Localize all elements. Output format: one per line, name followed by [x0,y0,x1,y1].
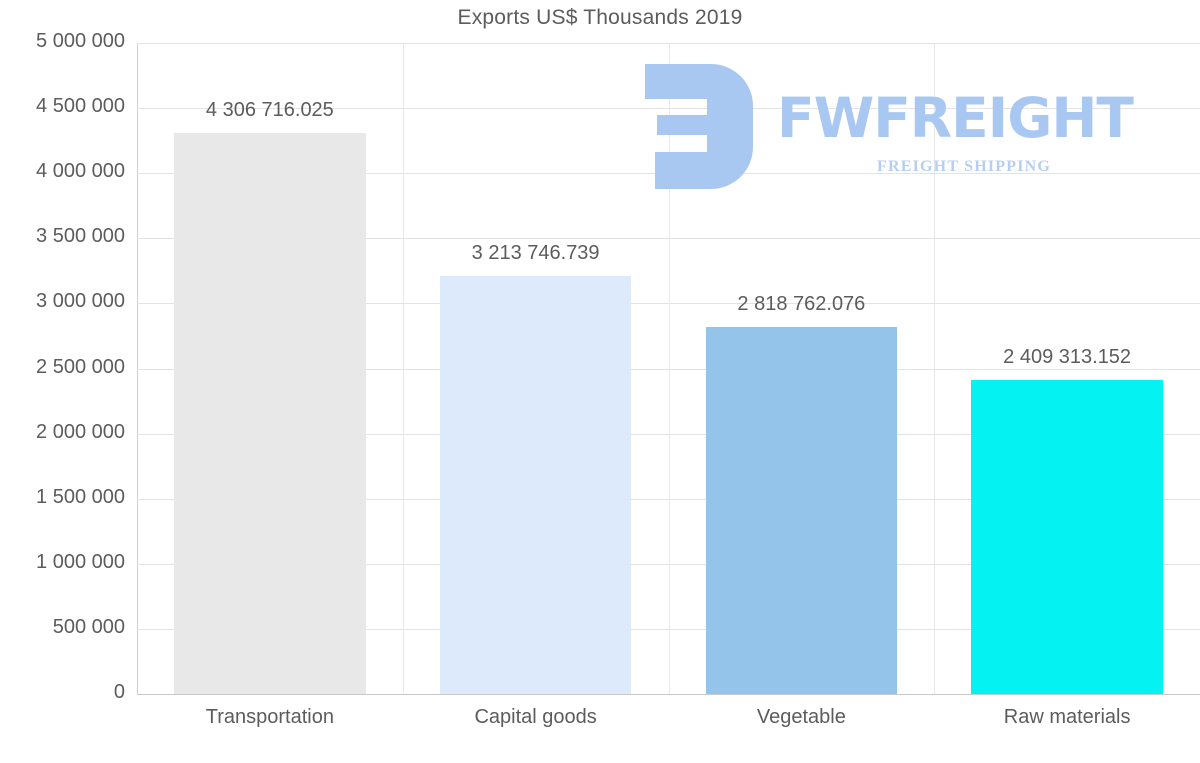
x-axis-tick-label: Capital goods [474,706,597,728]
vertical-gridline [402,43,404,694]
y-axis-tick-label: 2 500 000 [36,355,125,378]
vertical-gridline [934,43,936,694]
bar-raw-materials[interactable] [971,380,1163,694]
chart-title: Exports US$ Thousands 2019 [457,6,743,29]
y-axis-tick-label: 3 500 000 [36,225,125,248]
y-axis-tick-label: 1 500 000 [36,485,125,508]
bar-transportation[interactable] [174,133,366,694]
bar-value-label: 2 409 313.152 [1003,346,1132,369]
x-axis-tick-label: Raw materials [1003,706,1131,728]
y-axis-tick-label: 4 500 000 [36,95,125,118]
bar-vegetable[interactable] [705,327,898,694]
bar-capital-goods[interactable] [439,275,632,694]
bar-value-label: 2 818 762.076 [737,292,866,315]
plot-area [137,43,1200,694]
y-axis-tick-label: 2 000 000 [36,420,125,443]
x-axis-tick-label: Vegetable [756,706,846,728]
y-axis-tick-label: 5 000 000 [36,30,125,52]
vertical-gridline [668,43,670,694]
x-axis-tick-label: Transportation [205,706,334,728]
y-axis-tick-label: 0 [113,681,125,703]
y-axis-tick-label: 500 000 [52,615,125,638]
y-axis-tick-label: 4 000 000 [36,160,125,183]
y-axis-tick-label: 3 000 000 [36,290,125,313]
bar-value-label: 4 306 716.025 [205,99,334,122]
bar-value-label: 3 213 746.739 [471,241,600,264]
y-axis-tick-label: 1 000 000 [36,550,125,573]
gridline [137,694,1200,695]
